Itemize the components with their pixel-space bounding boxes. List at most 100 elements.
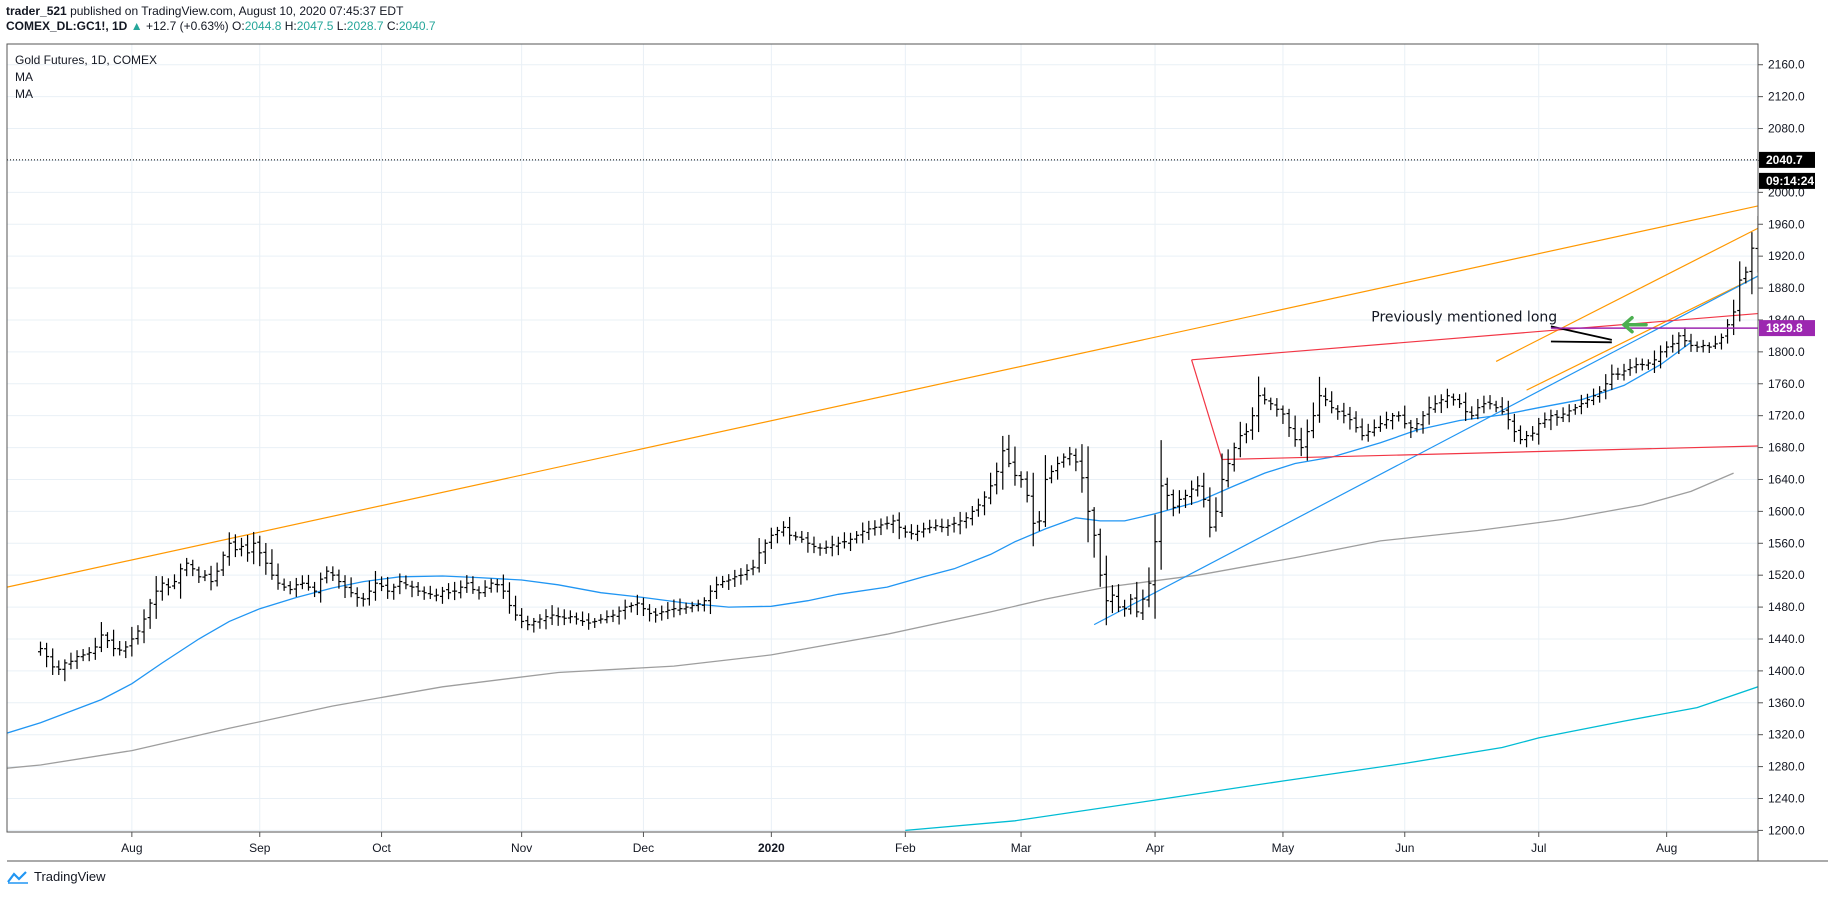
ohlc-bar <box>604 610 610 624</box>
high-value: 2047.5 <box>296 19 334 33</box>
ohlc-bar <box>1189 480 1195 505</box>
time-tick-label: Dec <box>633 841 654 855</box>
ma-fast-line <box>7 341 1692 734</box>
ohlc-bar <box>50 648 56 675</box>
footer-brand[interactable]: TradingView <box>34 869 106 884</box>
time-tick-label: Aug <box>121 841 142 855</box>
price-tick-label: 2120.0 <box>1768 90 1805 104</box>
ohlc-bar <box>1688 333 1694 352</box>
ohlc-bar <box>1042 455 1048 527</box>
countdown-label-bg <box>1759 172 1815 189</box>
ohlc-bar <box>671 599 677 618</box>
ohlc-bar <box>171 574 177 590</box>
time-tick-label: Jul <box>1531 841 1546 855</box>
ohlc-bar <box>1762 217 1767 232</box>
ohlc-bar <box>1524 430 1530 448</box>
ohlc-bar <box>1280 405 1286 424</box>
ohlc-bar <box>1676 332 1682 355</box>
price-tick-label: 1640.0 <box>1768 472 1805 486</box>
green-arrow-icon <box>1621 315 1648 334</box>
trendline-blue <box>1093 275 1758 626</box>
price-tick-label: 1600.0 <box>1768 504 1805 518</box>
ohlc-bar <box>1371 419 1377 437</box>
ohlc-bar <box>1420 411 1426 434</box>
ohlc-bar <box>1749 232 1755 295</box>
ohlc-bar <box>744 564 750 581</box>
ohlc-bar <box>756 538 762 573</box>
ohlc-bar <box>896 512 902 540</box>
ohlc-bar <box>287 581 293 595</box>
arrow-head <box>1621 315 1634 334</box>
ohlc-bar <box>1256 376 1262 433</box>
legend-ma-2[interactable]: MA <box>15 87 33 101</box>
ohlc-bar <box>1000 435 1006 490</box>
ohlc-bar <box>683 602 689 614</box>
ohlc-bar <box>1584 393 1590 408</box>
time-axis[interactable]: Aug Sep Oct Nov Dec 2020 Feb Mar Apr May Jun Jul Aug <box>121 832 1677 855</box>
ohlc-bar <box>1225 449 1231 488</box>
ohlc-bar <box>330 566 336 581</box>
ohlc-bar <box>506 582 512 614</box>
author-name[interactable]: trader_521 <box>6 4 67 18</box>
ohlc-bar <box>1158 440 1164 570</box>
last-price-label-bg <box>1759 151 1815 168</box>
legend-ma-1[interactable]: MA <box>15 70 33 84</box>
ohlc-bar <box>1103 555 1109 626</box>
ohlc-bar <box>1122 599 1128 617</box>
ohlc-bar <box>1536 417 1542 445</box>
ohlc-bar <box>1213 497 1219 532</box>
time-tick-label: Jun <box>1395 841 1414 855</box>
ohlc-bar <box>726 574 732 590</box>
ohlc-bar <box>1658 345 1664 369</box>
ohlc-bar <box>1560 407 1566 422</box>
ohlc-bar <box>80 649 86 662</box>
ohlc-bar <box>1335 405 1341 420</box>
ohlc-bar <box>707 585 713 615</box>
price-tick-label: 1520.0 <box>1768 568 1805 582</box>
ohlc-bar <box>1505 400 1511 430</box>
ohlc-bar <box>397 573 403 595</box>
ohlc-bar <box>1176 490 1182 514</box>
ohlc-bar <box>1402 405 1408 429</box>
ohlc-bar <box>1444 388 1450 409</box>
ohlc-bar <box>135 625 141 645</box>
ohlc-bar <box>1164 477 1170 510</box>
ohlc-bar <box>915 524 921 542</box>
ohlc-bar <box>1195 476 1201 497</box>
time-tick-label: Apr <box>1146 841 1165 855</box>
ohlc-bar <box>1615 367 1621 380</box>
ohlc-bar <box>232 534 238 558</box>
ohlc-bar <box>1639 358 1645 371</box>
ohlc-bar <box>342 575 348 599</box>
ohlc-bar <box>580 611 586 626</box>
time-tick-label: 2020 <box>758 841 785 855</box>
ohlc-bar <box>305 574 311 591</box>
ohlc-bar <box>1682 327 1688 347</box>
price-axis[interactable]: 1200.0 1240.0 1280.0 1320.0 1360.0 1400.0 1440… <box>1758 58 1805 838</box>
ohlc-bar <box>781 521 787 537</box>
price-tick-label: 2160.0 <box>1768 58 1805 72</box>
ohlc-bar <box>878 518 884 536</box>
ohlc-bar <box>848 532 854 552</box>
ohlc-bar <box>1237 421 1243 458</box>
ohlc-bar <box>257 535 263 567</box>
ohlc-bar <box>348 577 354 598</box>
ohlc-bar <box>1743 266 1749 284</box>
ohlc-bar <box>1091 507 1097 558</box>
ohlc-bar <box>1067 446 1073 466</box>
ohlc-bar <box>56 660 62 675</box>
close-value: 2040.7 <box>398 19 436 33</box>
ohlc-bar <box>519 608 525 629</box>
marker-price-label-bg <box>1759 320 1815 337</box>
trendline-orange <box>1526 275 1758 391</box>
ohlc-bar <box>689 601 695 613</box>
ohlc-bar <box>336 569 342 589</box>
ohlc-bar <box>1621 363 1627 381</box>
ohlc-bar <box>1542 412 1548 428</box>
ohlc-bar <box>1487 395 1493 410</box>
tradingview-logo-icon[interactable] <box>6 870 30 884</box>
ohlc-bar <box>549 605 555 626</box>
ohlc-bar <box>1116 584 1122 613</box>
ohlc-bar <box>665 602 671 620</box>
